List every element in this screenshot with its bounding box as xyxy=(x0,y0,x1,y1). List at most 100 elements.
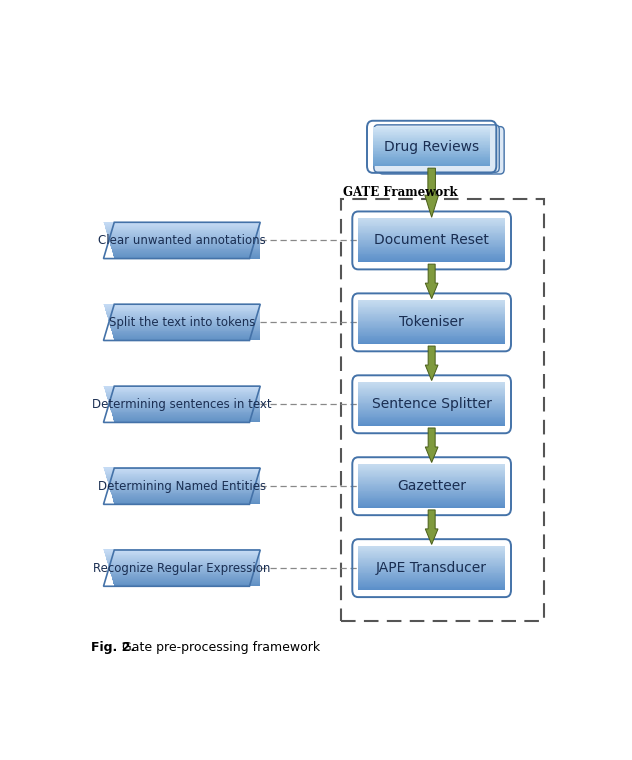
Polygon shape xyxy=(109,404,260,405)
Bar xyxy=(358,586,505,587)
Polygon shape xyxy=(107,315,260,317)
Polygon shape xyxy=(112,497,260,499)
Polygon shape xyxy=(114,503,260,505)
Polygon shape xyxy=(112,416,260,418)
Bar xyxy=(358,507,505,508)
Polygon shape xyxy=(106,556,260,558)
Polygon shape xyxy=(105,391,260,392)
Polygon shape xyxy=(109,241,260,242)
Polygon shape xyxy=(109,486,260,487)
Bar xyxy=(358,546,505,547)
Bar xyxy=(358,258,505,260)
Polygon shape xyxy=(104,304,260,305)
Bar xyxy=(373,154,490,156)
Polygon shape xyxy=(107,234,260,236)
Bar xyxy=(358,313,505,315)
Bar xyxy=(358,226,505,227)
Bar xyxy=(373,142,490,144)
Polygon shape xyxy=(104,388,260,389)
Bar xyxy=(358,506,505,507)
Bar xyxy=(358,304,505,306)
Bar xyxy=(358,306,505,308)
Polygon shape xyxy=(111,411,260,413)
Bar xyxy=(358,492,505,493)
Polygon shape xyxy=(106,473,260,475)
Polygon shape xyxy=(114,583,260,584)
Bar xyxy=(358,565,505,567)
Bar xyxy=(358,233,505,234)
Bar xyxy=(358,394,505,395)
Polygon shape xyxy=(112,249,260,250)
Bar xyxy=(358,568,505,570)
Bar xyxy=(358,241,505,242)
Polygon shape xyxy=(109,406,260,407)
Polygon shape xyxy=(114,584,260,586)
Bar xyxy=(358,391,505,392)
Bar xyxy=(373,128,490,129)
Bar xyxy=(358,491,505,492)
Polygon shape xyxy=(114,502,260,503)
Bar xyxy=(373,150,490,152)
Bar xyxy=(358,389,505,390)
Bar xyxy=(358,490,505,492)
Polygon shape xyxy=(104,553,260,555)
Bar xyxy=(358,496,505,497)
Bar xyxy=(358,482,505,483)
Polygon shape xyxy=(107,399,260,401)
Text: Gate pre-processing framework: Gate pre-processing framework xyxy=(118,641,320,654)
Polygon shape xyxy=(104,551,260,553)
Bar xyxy=(358,393,505,394)
Bar xyxy=(358,310,505,312)
Bar xyxy=(373,163,490,165)
Bar xyxy=(358,468,505,470)
Bar xyxy=(358,504,505,505)
Polygon shape xyxy=(112,578,260,580)
Polygon shape xyxy=(106,229,260,230)
Polygon shape xyxy=(108,564,260,565)
Polygon shape xyxy=(110,407,260,409)
Bar xyxy=(358,237,505,239)
Polygon shape xyxy=(104,469,260,470)
Bar xyxy=(358,343,505,344)
Bar xyxy=(358,329,505,331)
Bar xyxy=(358,486,505,488)
Polygon shape xyxy=(111,494,260,496)
Bar xyxy=(358,255,505,256)
Polygon shape xyxy=(425,168,439,217)
Polygon shape xyxy=(105,390,260,391)
Polygon shape xyxy=(113,417,260,419)
Bar xyxy=(358,397,505,399)
Polygon shape xyxy=(105,473,260,474)
Bar xyxy=(358,385,505,387)
Bar xyxy=(358,388,505,389)
Bar xyxy=(358,387,505,388)
Bar xyxy=(373,151,490,153)
Polygon shape xyxy=(106,477,260,479)
Bar xyxy=(358,503,505,505)
Polygon shape xyxy=(108,320,260,321)
Bar xyxy=(358,549,505,550)
Bar xyxy=(373,141,490,143)
Bar xyxy=(358,574,505,575)
Polygon shape xyxy=(112,333,260,334)
Bar xyxy=(358,477,505,478)
Polygon shape xyxy=(109,321,260,323)
Polygon shape xyxy=(106,475,260,477)
FancyBboxPatch shape xyxy=(374,125,499,173)
Bar xyxy=(373,133,490,135)
Polygon shape xyxy=(107,481,260,483)
Polygon shape xyxy=(104,387,260,388)
Polygon shape xyxy=(110,407,260,408)
Bar xyxy=(358,258,505,259)
Bar xyxy=(358,414,505,416)
Polygon shape xyxy=(113,581,260,583)
Polygon shape xyxy=(111,329,260,331)
Bar xyxy=(373,144,490,145)
Polygon shape xyxy=(108,482,260,483)
Polygon shape xyxy=(425,346,438,381)
Bar xyxy=(358,408,505,410)
Polygon shape xyxy=(104,550,260,552)
Bar xyxy=(358,410,505,411)
Polygon shape xyxy=(109,404,260,406)
Bar xyxy=(358,417,505,418)
